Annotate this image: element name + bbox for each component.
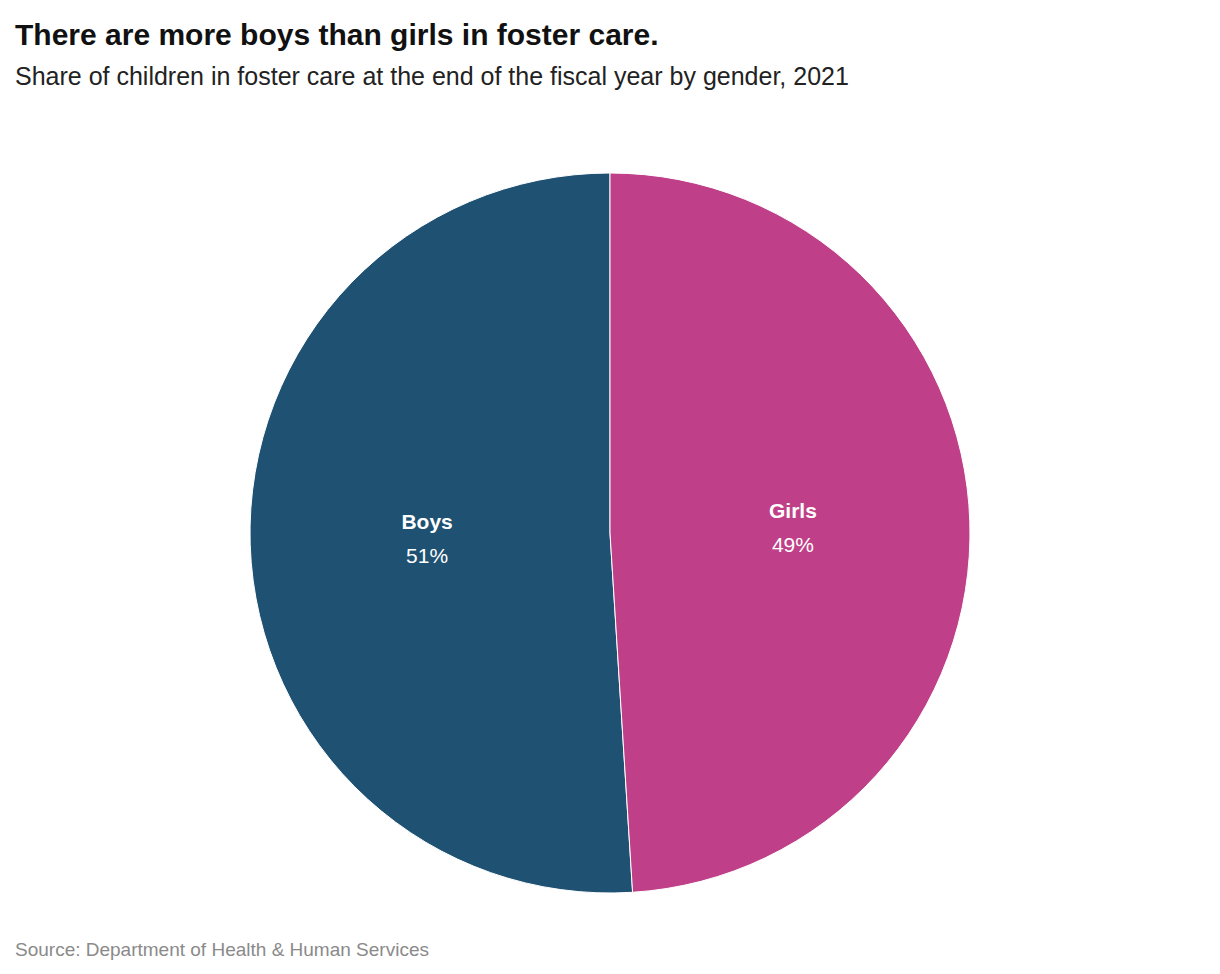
svg-text:Girls: Girls [769,499,817,522]
svg-text:Boys: Boys [401,510,452,533]
svg-text:49%: 49% [772,533,814,556]
svg-text:51%: 51% [406,544,448,567]
svg-text:Source: Department of Health &: Source: Department of Health & Human Ser… [15,939,429,960]
svg-text:There are more boys than girls: There are more boys than girls in foster… [15,18,659,51]
svg-text:Share of children in foster ca: Share of children in foster care at the … [15,62,849,90]
